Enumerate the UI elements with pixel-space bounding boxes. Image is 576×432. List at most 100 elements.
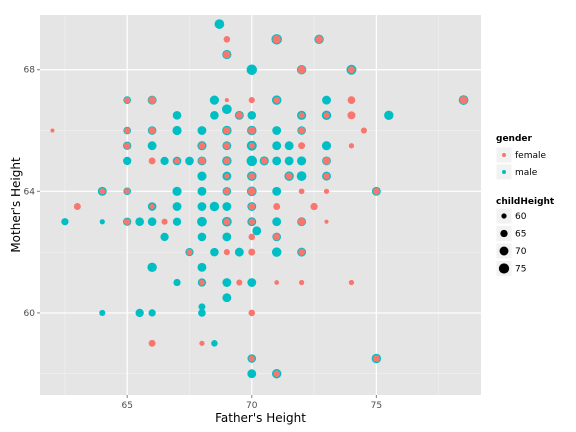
data-point-male — [172, 125, 182, 136]
data-point-male — [210, 111, 219, 120]
data-point-male — [222, 202, 232, 211]
data-point-female — [124, 127, 131, 134]
data-point-male — [222, 278, 232, 287]
data-point-female — [298, 248, 306, 256]
data-point-female — [298, 127, 306, 134]
data-point-male — [135, 217, 144, 227]
data-point-female — [274, 280, 280, 285]
legend-color-title: gender — [496, 134, 533, 144]
data-point-male — [284, 141, 294, 151]
data-point-female — [273, 203, 281, 210]
data-point-male — [272, 156, 282, 166]
data-point-male — [234, 247, 244, 257]
data-point-female — [323, 188, 330, 194]
data-point-female — [323, 112, 330, 119]
data-point-female — [99, 188, 106, 195]
data-point-male — [198, 303, 206, 311]
data-point-male — [272, 217, 282, 227]
y-tick-label: 64 — [24, 187, 36, 197]
data-point-female — [148, 339, 156, 347]
data-point-female — [236, 279, 243, 286]
data-point-female — [310, 202, 318, 211]
data-point-female — [297, 217, 306, 226]
data-point-male — [172, 111, 182, 120]
data-point-male — [197, 216, 207, 227]
data-point-female — [235, 111, 243, 119]
legend-size-key — [501, 213, 507, 219]
legend: gender female male childHeight 60 65 70 75 — [495, 134, 555, 277]
data-point-female — [248, 142, 255, 149]
data-point-male — [322, 95, 331, 105]
data-point-male — [321, 141, 332, 151]
data-point-male — [271, 247, 282, 257]
data-point-female — [273, 370, 280, 377]
data-point-female — [260, 157, 268, 165]
data-point-female — [248, 203, 256, 210]
data-point-female — [285, 172, 293, 180]
y-tick-label: 68 — [24, 66, 36, 76]
data-point-female — [248, 218, 256, 225]
data-point-female — [148, 127, 156, 134]
x-tick-label: 75 — [371, 401, 382, 411]
data-point-male — [197, 126, 207, 135]
data-point-female — [223, 249, 230, 256]
data-point-male — [222, 293, 232, 303]
y-axis-title: Mother's Height — [9, 157, 23, 253]
data-point-male — [247, 111, 257, 120]
data-point-female — [124, 188, 131, 195]
data-point-male — [172, 186, 182, 196]
data-point-female — [248, 309, 256, 317]
data-point-female — [161, 218, 168, 225]
data-point-female — [223, 142, 231, 150]
legend-size-label: 70 — [515, 247, 527, 257]
data-point-female — [248, 233, 256, 241]
data-point-female — [273, 233, 281, 241]
legend-size-key — [499, 246, 509, 256]
data-point-female — [323, 172, 330, 180]
data-point-female — [123, 218, 131, 225]
data-point-female — [247, 126, 256, 135]
data-point-male — [173, 278, 181, 287]
data-point-female — [298, 142, 306, 150]
data-point-male — [252, 226, 262, 236]
data-point-male — [297, 156, 307, 166]
data-point-female — [149, 203, 155, 210]
legend-label-female: female — [515, 151, 546, 161]
data-point-male — [99, 219, 105, 225]
data-point-male — [147, 217, 157, 227]
axis-ticks: 65 70 75 60 64 68 — [24, 66, 383, 411]
data-point-male — [222, 104, 232, 115]
legend-size-label: 60 — [515, 212, 527, 222]
data-point-female — [73, 203, 81, 210]
legend-size-key — [500, 229, 508, 238]
data-point-female — [347, 111, 356, 120]
data-point-male — [197, 186, 207, 196]
data-point-female — [247, 187, 256, 196]
data-point-female — [223, 157, 231, 165]
data-point-male — [296, 171, 307, 181]
legend-size-items: 60 65 70 75 — [495, 207, 527, 277]
data-point-female — [273, 96, 280, 104]
data-point-female — [297, 65, 306, 74]
data-point-male — [135, 308, 144, 318]
data-point-male — [209, 201, 220, 212]
data-point-female — [372, 187, 380, 195]
data-point-female — [248, 355, 255, 362]
data-point-female — [347, 66, 355, 74]
data-point-female — [272, 35, 281, 44]
data-point-male — [246, 64, 258, 75]
data-point-male — [160, 156, 169, 166]
data-point-male — [211, 340, 218, 347]
data-point-male — [222, 232, 232, 242]
data-point-female — [372, 355, 380, 362]
data-point-female — [223, 50, 231, 59]
data-point-female — [248, 172, 256, 180]
data-point-male — [197, 232, 207, 242]
data-point-female — [186, 249, 193, 256]
data-point-male — [147, 262, 157, 273]
data-point-male — [209, 95, 219, 105]
data-point-female — [324, 219, 329, 224]
data-point-female — [50, 128, 55, 133]
data-point-male — [198, 309, 206, 317]
